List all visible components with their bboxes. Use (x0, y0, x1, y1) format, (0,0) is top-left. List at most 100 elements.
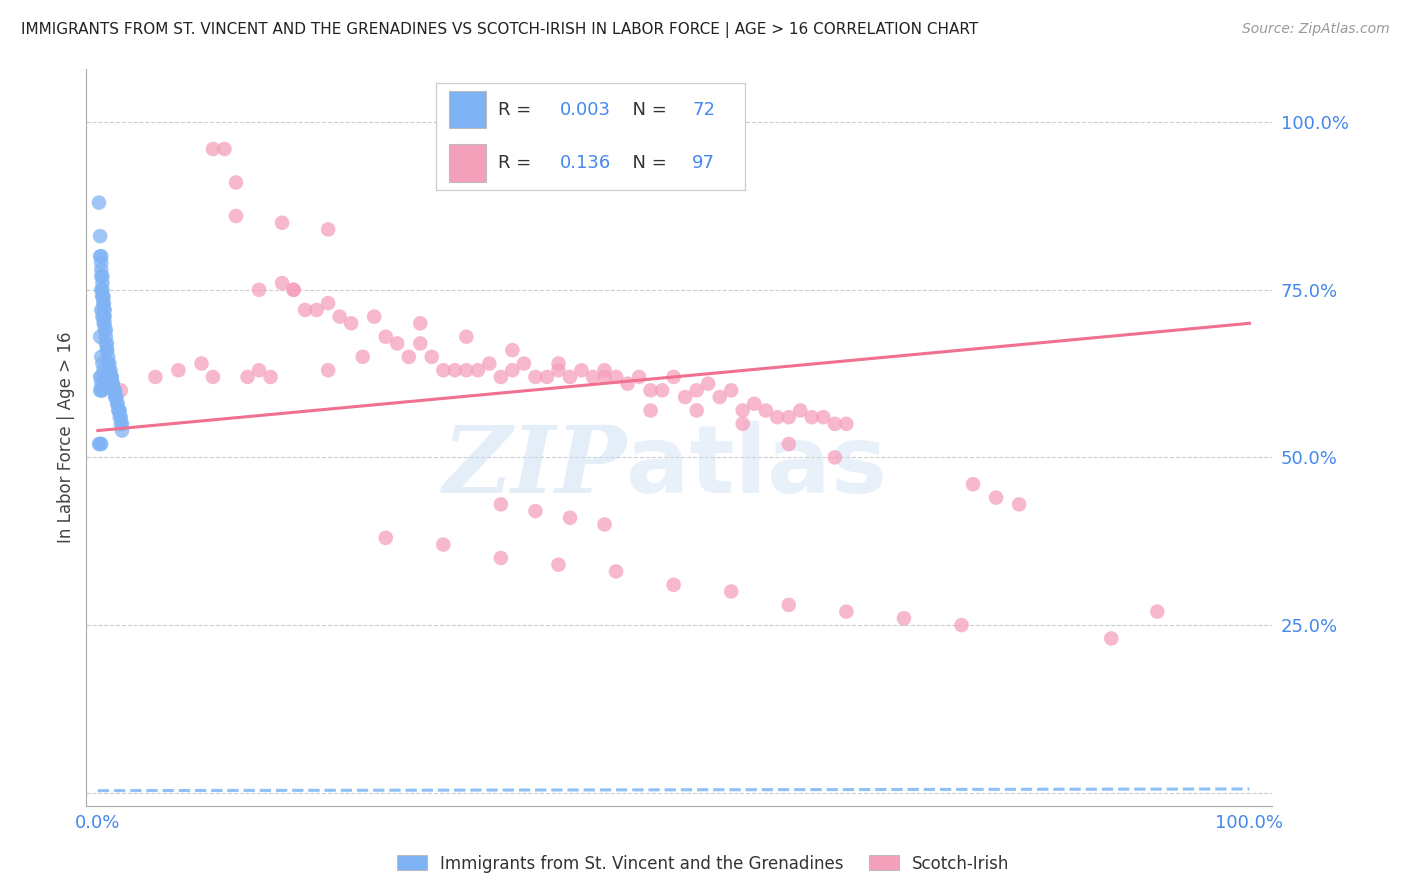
Point (456, 329, 478, 343)
Point (93, 310, 115, 324)
Point (90, 256, 112, 270)
Point (190, 357, 212, 371)
Point (104, 384, 127, 398)
Point (329, 310, 352, 324)
Point (316, 296, 339, 310)
Point (89, 249, 111, 263)
Point (283, 283, 305, 297)
Legend: Immigrants from St. Vincent and the Grenadines, Scotch-Irish: Immigrants from St. Vincent and the Gren… (389, 848, 1017, 880)
Point (89, 437, 111, 451)
Point (93, 316, 115, 330)
Text: atlas: atlas (626, 421, 887, 513)
Point (766, 410, 789, 425)
Point (742, 397, 765, 411)
Point (271, 276, 294, 290)
Point (1008, 497, 1031, 511)
Point (93, 296, 115, 310)
Point (90, 302, 112, 317)
Point (91, 269, 114, 284)
Point (91, 283, 114, 297)
Point (247, 283, 270, 297)
Point (89, 370, 111, 384)
Point (813, 410, 835, 425)
Point (593, 517, 616, 532)
Point (89, 329, 111, 343)
Point (501, 363, 523, 377)
Point (93, 310, 115, 324)
Point (558, 370, 581, 384)
Point (89, 229, 111, 244)
Point (94, 329, 117, 343)
Text: IMMIGRANTS FROM ST. VINCENT AND THE GRENADINES VS SCOTCH-IRISH IN LABOR FORCE | : IMMIGRANTS FROM ST. VINCENT AND THE GREN… (21, 22, 979, 38)
Point (640, 384, 662, 398)
Point (456, 363, 478, 377)
Point (605, 370, 627, 384)
Point (89, 384, 111, 398)
Point (316, 222, 339, 236)
Point (432, 363, 454, 377)
Point (582, 370, 605, 384)
Point (93, 302, 115, 317)
Point (662, 370, 685, 384)
Point (605, 565, 627, 579)
Point (105, 390, 128, 404)
Point (91, 310, 114, 324)
Point (108, 410, 131, 425)
Y-axis label: In Labor Force | Age > 16: In Labor Force | Age > 16 (58, 332, 75, 543)
Point (443, 363, 465, 377)
Point (950, 618, 973, 632)
Point (571, 363, 593, 377)
Point (489, 497, 512, 511)
Point (685, 403, 707, 417)
Point (374, 329, 396, 343)
Point (91, 289, 114, 303)
Point (316, 363, 339, 377)
Point (111, 424, 134, 438)
Point (93, 316, 115, 330)
Point (96, 336, 118, 351)
Point (984, 491, 1007, 505)
Point (536, 370, 558, 384)
Point (409, 316, 432, 330)
Point (640, 403, 662, 417)
Point (87, 437, 110, 451)
Point (651, 384, 673, 398)
Point (673, 390, 696, 404)
Point (789, 403, 811, 417)
Point (90, 437, 112, 451)
Point (94, 336, 117, 351)
Point (93, 289, 115, 303)
Point (103, 384, 125, 398)
Point (294, 302, 316, 317)
Point (800, 410, 823, 425)
Point (709, 390, 731, 404)
Point (720, 584, 742, 599)
Point (1146, 605, 1168, 619)
Point (432, 538, 454, 552)
Point (616, 376, 638, 391)
Point (489, 551, 512, 566)
Point (489, 370, 512, 384)
Point (524, 504, 547, 518)
Point (111, 417, 134, 431)
Point (662, 578, 685, 592)
Point (628, 370, 651, 384)
Point (103, 384, 125, 398)
Text: Source: ZipAtlas.com: Source: ZipAtlas.com (1241, 22, 1389, 37)
Point (685, 384, 707, 398)
Point (593, 370, 616, 384)
Point (547, 363, 569, 377)
Point (259, 370, 281, 384)
Point (201, 142, 224, 156)
Point (363, 310, 385, 324)
Point (107, 403, 129, 417)
Point (778, 598, 800, 612)
Point (93, 323, 115, 337)
Point (93, 302, 115, 317)
Point (94, 376, 117, 391)
Text: ZIP: ZIP (441, 422, 626, 512)
Point (340, 316, 363, 330)
Point (387, 336, 409, 351)
Point (94, 323, 117, 337)
Point (98, 363, 121, 377)
